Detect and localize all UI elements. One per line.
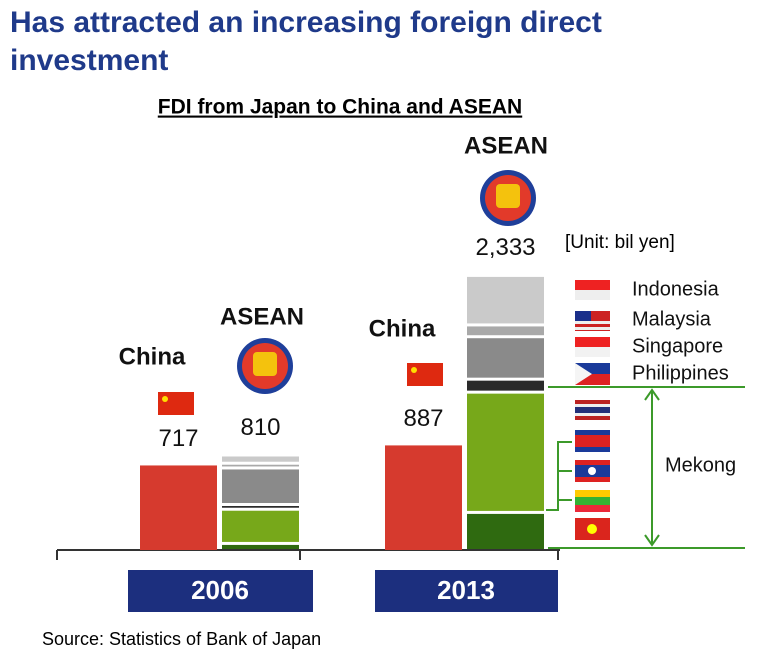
china-label: China xyxy=(369,315,436,342)
year-label: 2006 xyxy=(191,575,249,605)
asean-total-label: 2,333 xyxy=(475,234,535,261)
asean-segment xyxy=(222,544,299,549)
asean-total-label: 810 xyxy=(240,414,280,441)
legend-label: Singapore xyxy=(632,335,723,357)
china-bar xyxy=(385,445,462,550)
title: Has attracted an increasing foreign dire… xyxy=(10,6,602,77)
asean-segment xyxy=(222,506,299,508)
asean-segment xyxy=(467,338,544,378)
asean-segment xyxy=(222,456,299,462)
decorations xyxy=(56,170,745,612)
asean-segment xyxy=(467,393,544,511)
asean-segment xyxy=(467,276,544,324)
asean-segment xyxy=(222,464,299,467)
unit-label: [Unit: bil yen] xyxy=(565,232,675,253)
china-label: China xyxy=(119,343,186,370)
legend-label: Philippines xyxy=(632,362,729,384)
source: Source: Statistics of Bank of Japan xyxy=(42,629,321,649)
chart-subtitle: FDI from Japan to China and ASEAN xyxy=(158,96,522,119)
china-bar xyxy=(140,465,217,550)
legend-label: Malaysia xyxy=(632,308,712,330)
china-value-label: 887 xyxy=(403,405,443,432)
asean-segment xyxy=(467,380,544,391)
legend-label: Indonesia xyxy=(632,278,720,300)
china-value-label: 717 xyxy=(158,425,198,452)
asean-segment xyxy=(222,469,299,504)
asean-segment xyxy=(467,513,544,549)
asean-label: ASEAN xyxy=(464,132,548,159)
group-label: Mekong xyxy=(665,454,736,476)
asean-segment xyxy=(222,510,299,542)
asean-label: ASEAN xyxy=(220,303,304,330)
year-label: 2013 xyxy=(437,575,495,605)
asean-segment xyxy=(467,326,544,336)
